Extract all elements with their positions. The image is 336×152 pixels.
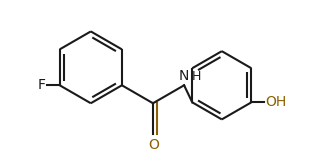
Text: OH: OH xyxy=(265,95,286,109)
Text: F: F xyxy=(37,78,45,92)
Text: N: N xyxy=(179,69,189,83)
Text: O: O xyxy=(149,138,159,152)
Text: H: H xyxy=(184,71,202,83)
